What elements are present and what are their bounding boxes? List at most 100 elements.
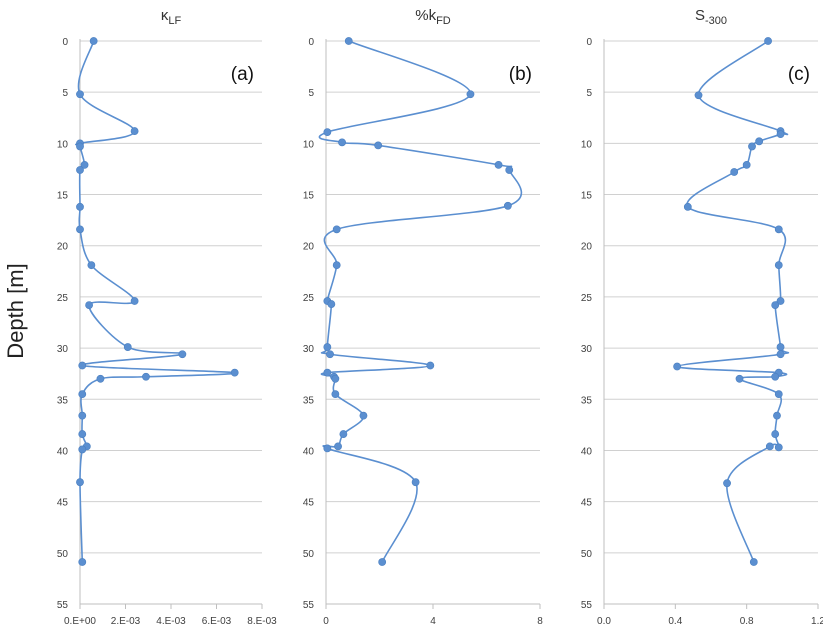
y-tick-label: 35 bbox=[303, 395, 315, 406]
data-point bbox=[323, 368, 332, 377]
data-point bbox=[773, 411, 781, 420]
y-tick-label: 15 bbox=[303, 191, 315, 202]
panel-title-main: %k bbox=[415, 7, 436, 24]
data-point bbox=[80, 160, 89, 169]
data-point bbox=[76, 166, 84, 174]
data-point bbox=[76, 202, 84, 211]
panel-title: S-300 bbox=[695, 7, 727, 27]
data-point bbox=[87, 261, 96, 270]
data-point bbox=[764, 37, 772, 45]
data-point bbox=[78, 430, 87, 438]
data-point bbox=[76, 90, 84, 99]
y-tick-label: 45 bbox=[581, 498, 593, 509]
x-tick-label: 2.E-03 bbox=[111, 616, 141, 627]
x-tick-label: 0.8 bbox=[740, 616, 754, 627]
y-tick-label: 55 bbox=[581, 600, 593, 611]
y-tick-label: 40 bbox=[57, 446, 69, 457]
data-point bbox=[339, 430, 348, 438]
data-point bbox=[723, 479, 731, 488]
panel-c: 0 5 10 15 20 25 30 35 40 45 50 55 0.0 0.4 0.8 1.2 S-300 (… bbox=[581, 7, 823, 627]
data-point bbox=[776, 350, 785, 359]
data-point bbox=[334, 442, 342, 451]
x-tick-label: 0.4 bbox=[668, 616, 682, 627]
data-point bbox=[331, 374, 340, 383]
data-point bbox=[776, 130, 785, 139]
data-point bbox=[735, 374, 744, 383]
y-tick-label: 20 bbox=[57, 242, 69, 253]
data-point bbox=[344, 37, 353, 45]
y-tick-label: 5 bbox=[62, 88, 68, 99]
y-tick-label: 25 bbox=[303, 293, 315, 304]
y-tick-label: 50 bbox=[581, 549, 593, 560]
data-point bbox=[76, 225, 84, 234]
y-tick-label: 20 bbox=[303, 242, 315, 253]
y-tick-label: 50 bbox=[303, 549, 315, 560]
data-point bbox=[749, 558, 758, 566]
x-tick-label: 0 bbox=[323, 616, 329, 627]
data-point bbox=[78, 558, 87, 566]
data-point bbox=[78, 361, 87, 370]
y-axis-label: Depth [m] bbox=[2, 250, 28, 370]
x-tick-label: 8 bbox=[537, 616, 543, 627]
data-point bbox=[323, 444, 332, 453]
y-tick-label: 30 bbox=[303, 344, 315, 355]
data-point bbox=[332, 261, 341, 270]
x-tick-label: 6.E-03 bbox=[202, 616, 232, 627]
y-tick-label: 55 bbox=[57, 600, 69, 611]
y-tick-label: 45 bbox=[57, 498, 69, 509]
data-point bbox=[123, 343, 132, 351]
y-tick-label: 35 bbox=[57, 395, 69, 406]
panel-label: (b) bbox=[509, 64, 532, 85]
panel-b: 0 5 10 15 20 25 30 35 40 45 50 55 0 4 8 %kFD (b) bbox=[303, 7, 543, 627]
x-tick-label: 4 bbox=[430, 616, 436, 627]
y-tick-label: 10 bbox=[581, 139, 593, 150]
data-point bbox=[771, 301, 780, 309]
y-tick-label: 0 bbox=[62, 37, 68, 48]
data-point bbox=[76, 142, 84, 151]
data-point bbox=[323, 128, 332, 137]
data-point bbox=[359, 411, 368, 420]
y-tick-label: 35 bbox=[581, 395, 593, 406]
data-point bbox=[742, 160, 751, 169]
panel-label: (a) bbox=[231, 64, 254, 85]
data-point bbox=[374, 141, 383, 150]
y-tick-label: 0 bbox=[308, 37, 314, 48]
data-point bbox=[130, 127, 139, 135]
panel-title-subscript: -300 bbox=[705, 15, 727, 27]
data-point bbox=[774, 261, 783, 270]
panel-title-main: S bbox=[695, 7, 705, 24]
y-tick-label: 10 bbox=[57, 139, 69, 150]
data-point bbox=[673, 362, 682, 371]
data-point bbox=[755, 137, 764, 146]
x-tick-label: 4.E-03 bbox=[156, 616, 186, 627]
y-tick-label: 25 bbox=[581, 293, 593, 304]
data-point bbox=[78, 445, 87, 454]
data-point bbox=[426, 361, 435, 370]
x-tick-label: 0.E+00 bbox=[64, 616, 96, 627]
x-tick-label: 0.0 bbox=[597, 616, 611, 627]
series-line bbox=[676, 40, 790, 563]
data-point bbox=[683, 202, 692, 211]
data-point bbox=[230, 368, 239, 377]
y-tick-label: 45 bbox=[303, 498, 315, 509]
data-point bbox=[505, 166, 514, 174]
y-tick-label: 55 bbox=[303, 600, 315, 611]
y-tick-label: 30 bbox=[581, 344, 593, 355]
panel-title-subscript: LF bbox=[168, 15, 181, 27]
series-line bbox=[318, 40, 523, 563]
y-tick-label: 40 bbox=[581, 446, 593, 457]
data-point bbox=[774, 390, 783, 399]
y-tick-label: 0 bbox=[586, 37, 592, 48]
data-point bbox=[378, 558, 387, 566]
data-point bbox=[774, 443, 783, 452]
data-point bbox=[178, 350, 187, 359]
x-tick-label: 1.2 bbox=[811, 616, 823, 627]
panel-title-main: κ bbox=[161, 7, 169, 24]
y-tick-label: 5 bbox=[586, 88, 592, 99]
y-tick-label: 10 bbox=[303, 139, 315, 150]
y-tick-label: 15 bbox=[581, 191, 593, 202]
y-tick-label: 20 bbox=[581, 242, 593, 253]
data-point bbox=[730, 168, 739, 176]
panel-label: (c) bbox=[788, 64, 810, 85]
data-point bbox=[776, 343, 785, 351]
